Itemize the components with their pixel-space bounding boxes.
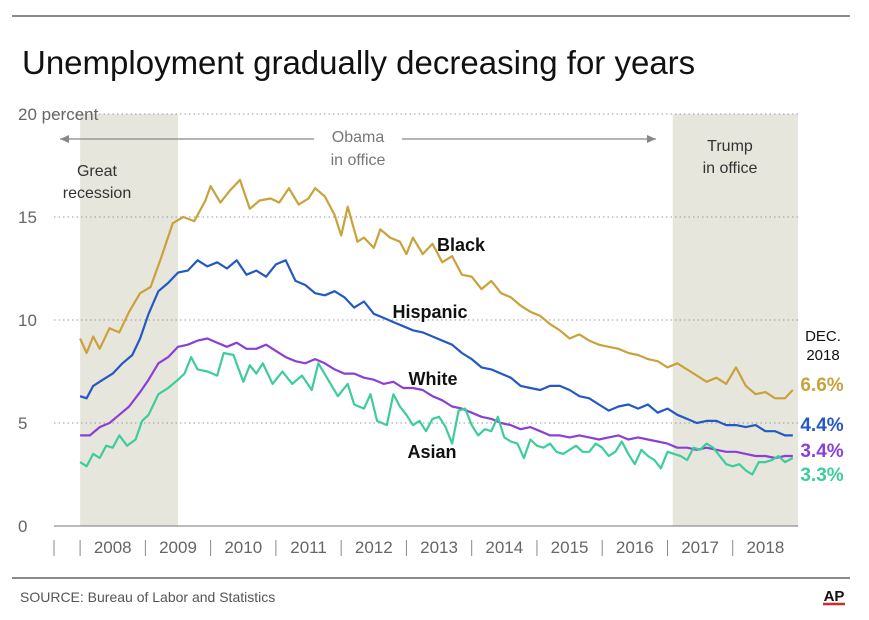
annotations: Great recession Trump in office Obama in offi… <box>60 129 758 202</box>
obama-label-line-1: Obama <box>332 129 385 146</box>
x-axis: 2008 2009 2010 2011 2012 2013 2014 2015 2016 2017… <box>53 525 798 557</box>
y-tick-label-15: 15 <box>18 208 37 227</box>
y-tick-label-0: 0 <box>18 517 27 536</box>
end-value-asian: 3.3% <box>800 465 843 486</box>
x-tick-label-2017: 2017 <box>681 538 719 557</box>
series-line-white <box>80 337 793 460</box>
series-label-hispanic: Hispanic <box>392 302 467 322</box>
series-labels: Black 6.6% Hispanic 4.4% White 3.4% Asian 3.3% <box>392 235 843 486</box>
shade-label-1-line-1: Great <box>77 163 118 180</box>
series-lines <box>79 178 794 476</box>
y-tick-label-5: 5 <box>18 414 27 433</box>
x-tick-label-2012: 2012 <box>355 538 393 557</box>
x-tick-label-2018: 2018 <box>746 538 784 557</box>
y-tick-label-10: 10 <box>18 311 37 330</box>
ap-logo: AP <box>824 588 845 605</box>
obama-arrow-right-head <box>647 135 656 143</box>
shade-label-2-line-1: Trump <box>707 138 753 155</box>
y-tick-label-20: 20 percent <box>18 105 99 124</box>
x-tick-label-2016: 2016 <box>616 538 654 557</box>
x-tick-label-2014: 2014 <box>485 538 523 557</box>
series-label-black: Black <box>437 235 486 255</box>
series-line-asian <box>79 351 794 476</box>
x-tick-label-2015: 2015 <box>551 538 589 557</box>
end-value-hispanic: 4.4% <box>800 415 843 436</box>
end-date-label-line-2: 2018 <box>806 347 839 364</box>
obama-label-line-2: in office <box>331 152 386 169</box>
shade-label-2-line-2: in office <box>703 160 758 177</box>
chart-title: Unemployment gradually decreasing for ye… <box>22 44 695 81</box>
series-label-asian: Asian <box>407 442 456 462</box>
source-note: SOURCE: Bureau of Labor and Statistics <box>20 589 275 605</box>
y-axis-grid: 20 percent 15 10 5 0 <box>18 105 798 536</box>
series-line-hispanic <box>79 259 793 437</box>
end-value-black: 6.6% <box>800 375 843 396</box>
series-line-black <box>79 178 794 400</box>
shade-label-1-line-2: recession <box>63 185 131 202</box>
x-tick-label-2009: 2009 <box>159 538 197 557</box>
end-value-white: 3.4% <box>800 441 843 462</box>
end-date-label-line-1: DEC. <box>805 328 841 345</box>
series-label-white: White <box>409 369 458 389</box>
obama-arrow-left-head <box>60 135 69 143</box>
shaded-period-1 <box>80 114 178 526</box>
x-tick-label-2011: 2011 <box>290 538 327 557</box>
x-tick-label-2013: 2013 <box>420 538 458 557</box>
x-tick-label-2008: 2008 <box>94 538 132 557</box>
x-tick-label-2010: 2010 <box>224 538 262 557</box>
